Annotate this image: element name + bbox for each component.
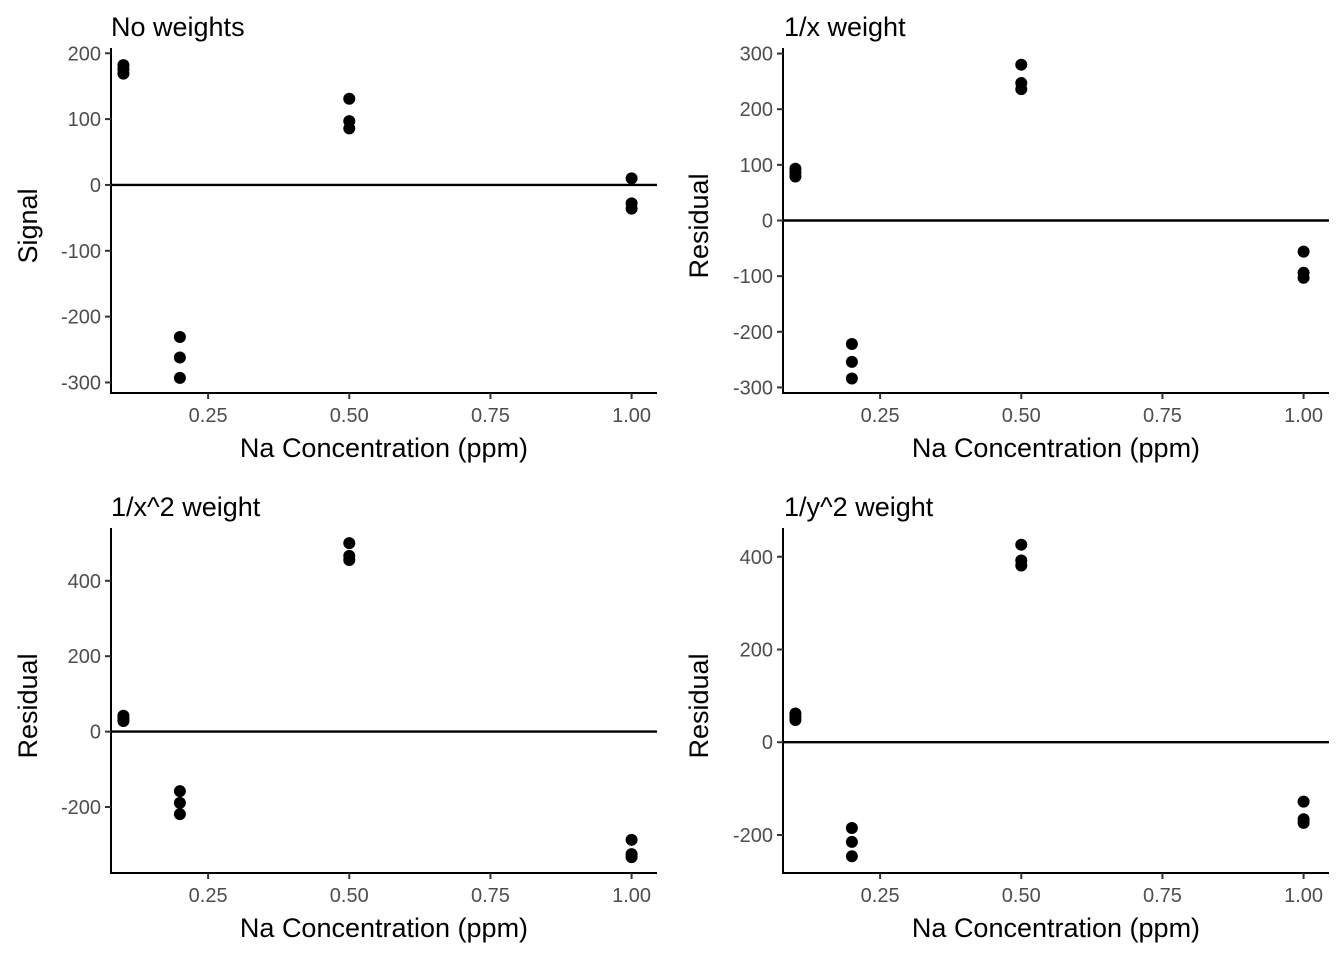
y-tick-label: 0 <box>90 175 101 197</box>
data-point <box>845 850 858 863</box>
x-axis-title: Na Concentration (ppm) <box>912 433 1200 463</box>
data-point <box>845 355 858 368</box>
y-tick-label: 100 <box>68 109 101 131</box>
data-point <box>343 554 356 567</box>
x-tick-label: 0.25 <box>861 885 900 907</box>
x-tick-label: 0.75 <box>1143 405 1182 427</box>
y-axis-title: Residual <box>684 173 714 278</box>
data-point <box>173 351 186 364</box>
data-point <box>343 122 356 135</box>
x-tick-label: 0.50 <box>330 405 369 427</box>
data-point <box>173 785 186 798</box>
x-tick-label: 0.75 <box>471 405 510 427</box>
data-point <box>173 796 186 809</box>
y-tick-label: 300 <box>740 44 773 66</box>
data-point <box>789 713 802 726</box>
y-tick-label: -300 <box>733 377 773 399</box>
x-axis-title: Na Concentration (ppm) <box>240 913 528 943</box>
data-point <box>1297 245 1310 258</box>
x-axis-title: Na Concentration (ppm) <box>240 433 528 463</box>
y-tick-label: -200 <box>733 322 773 344</box>
data-point <box>845 835 858 848</box>
data-point <box>1297 816 1310 829</box>
x-axis-title: Na Concentration (ppm) <box>912 913 1200 943</box>
x-tick-label: 0.25 <box>189 405 228 427</box>
data-point <box>117 67 130 80</box>
data-point <box>1015 83 1028 96</box>
data-point <box>1015 58 1028 71</box>
y-axis-title: Signal <box>13 188 43 263</box>
data-point <box>1015 538 1028 551</box>
panel-no-weights: No weights Na Concentration (ppm) Signal <box>13 12 528 463</box>
plot-area-3: 0.25 0.50 0.75 1.00 -200 0 200 400 <box>61 528 657 907</box>
y-axis-title: Residual <box>13 653 43 758</box>
x-tick-label: 0.25 <box>189 885 228 907</box>
data-point <box>173 331 186 344</box>
x-tick-label: 0.50 <box>1002 405 1041 427</box>
panel-title: No weights <box>111 12 245 42</box>
y-tick-label: -200 <box>61 797 101 819</box>
x-tick-label: 0.50 <box>330 885 369 907</box>
y-tick-label: 200 <box>740 639 773 661</box>
plot-area-4: 0.25 0.50 0.75 1.00 -200 0 200 400 <box>733 528 1329 907</box>
data-point <box>789 170 802 183</box>
y-tick-label: -100 <box>61 241 101 263</box>
panel-1-over-x-weight: 1/x weight Na Concentration (ppm) Residu… <box>684 12 1200 463</box>
x-tick-label: 0.75 <box>1143 885 1182 907</box>
y-tick-label: 400 <box>68 571 101 593</box>
data-point <box>1297 271 1310 284</box>
y-tick-label: -100 <box>733 266 773 288</box>
x-tick-label: 1.00 <box>1284 885 1323 907</box>
plot-area-2: 0.25 0.50 0.75 1.00 -300 -200 -100 0 100 200 300 <box>733 44 1329 427</box>
panel-title: 1/x^2 weight <box>111 492 261 522</box>
data-point <box>173 808 186 821</box>
y-tick-label: 0 <box>762 732 773 754</box>
data-point <box>845 822 858 835</box>
x-tick-label: 1.00 <box>612 405 651 427</box>
data-point <box>343 92 356 105</box>
panel-1-over-y-squared-weight: 1/y^2 weight Na Concentration (ppm) Resi… <box>684 492 1200 943</box>
data-point <box>173 371 186 384</box>
panel-title: 1/x weight <box>784 12 906 42</box>
x-tick-label: 0.75 <box>471 885 510 907</box>
y-tick-label: 100 <box>740 155 773 177</box>
x-tick-label: 0.25 <box>861 405 900 427</box>
data-point <box>1297 795 1310 808</box>
data-point <box>625 833 638 846</box>
data-point <box>343 537 356 550</box>
y-axis-title: Residual <box>684 653 714 758</box>
panel-1-over-x-squared-weight: 1/x^2 weight Na Concentration (ppm) Resi… <box>13 492 528 943</box>
data-point <box>625 851 638 864</box>
plot-area-1: 0.25 0.50 0.75 1.00 -300 -200 -100 0 100 200 <box>61 43 657 427</box>
y-tick-label: -300 <box>61 372 101 394</box>
y-tick-label: 200 <box>68 43 101 65</box>
y-tick-label: 400 <box>740 547 773 569</box>
y-tick-label: 200 <box>68 646 101 668</box>
y-tick-label: 200 <box>740 99 773 121</box>
data-point <box>845 372 858 385</box>
data-point <box>117 715 130 728</box>
y-tick-label: -200 <box>733 825 773 847</box>
data-point <box>625 172 638 185</box>
y-tick-label: 0 <box>90 722 101 744</box>
data-point <box>845 338 858 351</box>
x-tick-label: 1.00 <box>1284 405 1323 427</box>
y-tick-label: -200 <box>61 307 101 329</box>
data-point <box>625 202 638 215</box>
data-point <box>1015 559 1028 572</box>
x-tick-label: 1.00 <box>612 885 651 907</box>
x-tick-label: 0.50 <box>1002 885 1041 907</box>
y-tick-label: 0 <box>762 211 773 233</box>
panel-title: 1/y^2 weight <box>784 492 934 522</box>
